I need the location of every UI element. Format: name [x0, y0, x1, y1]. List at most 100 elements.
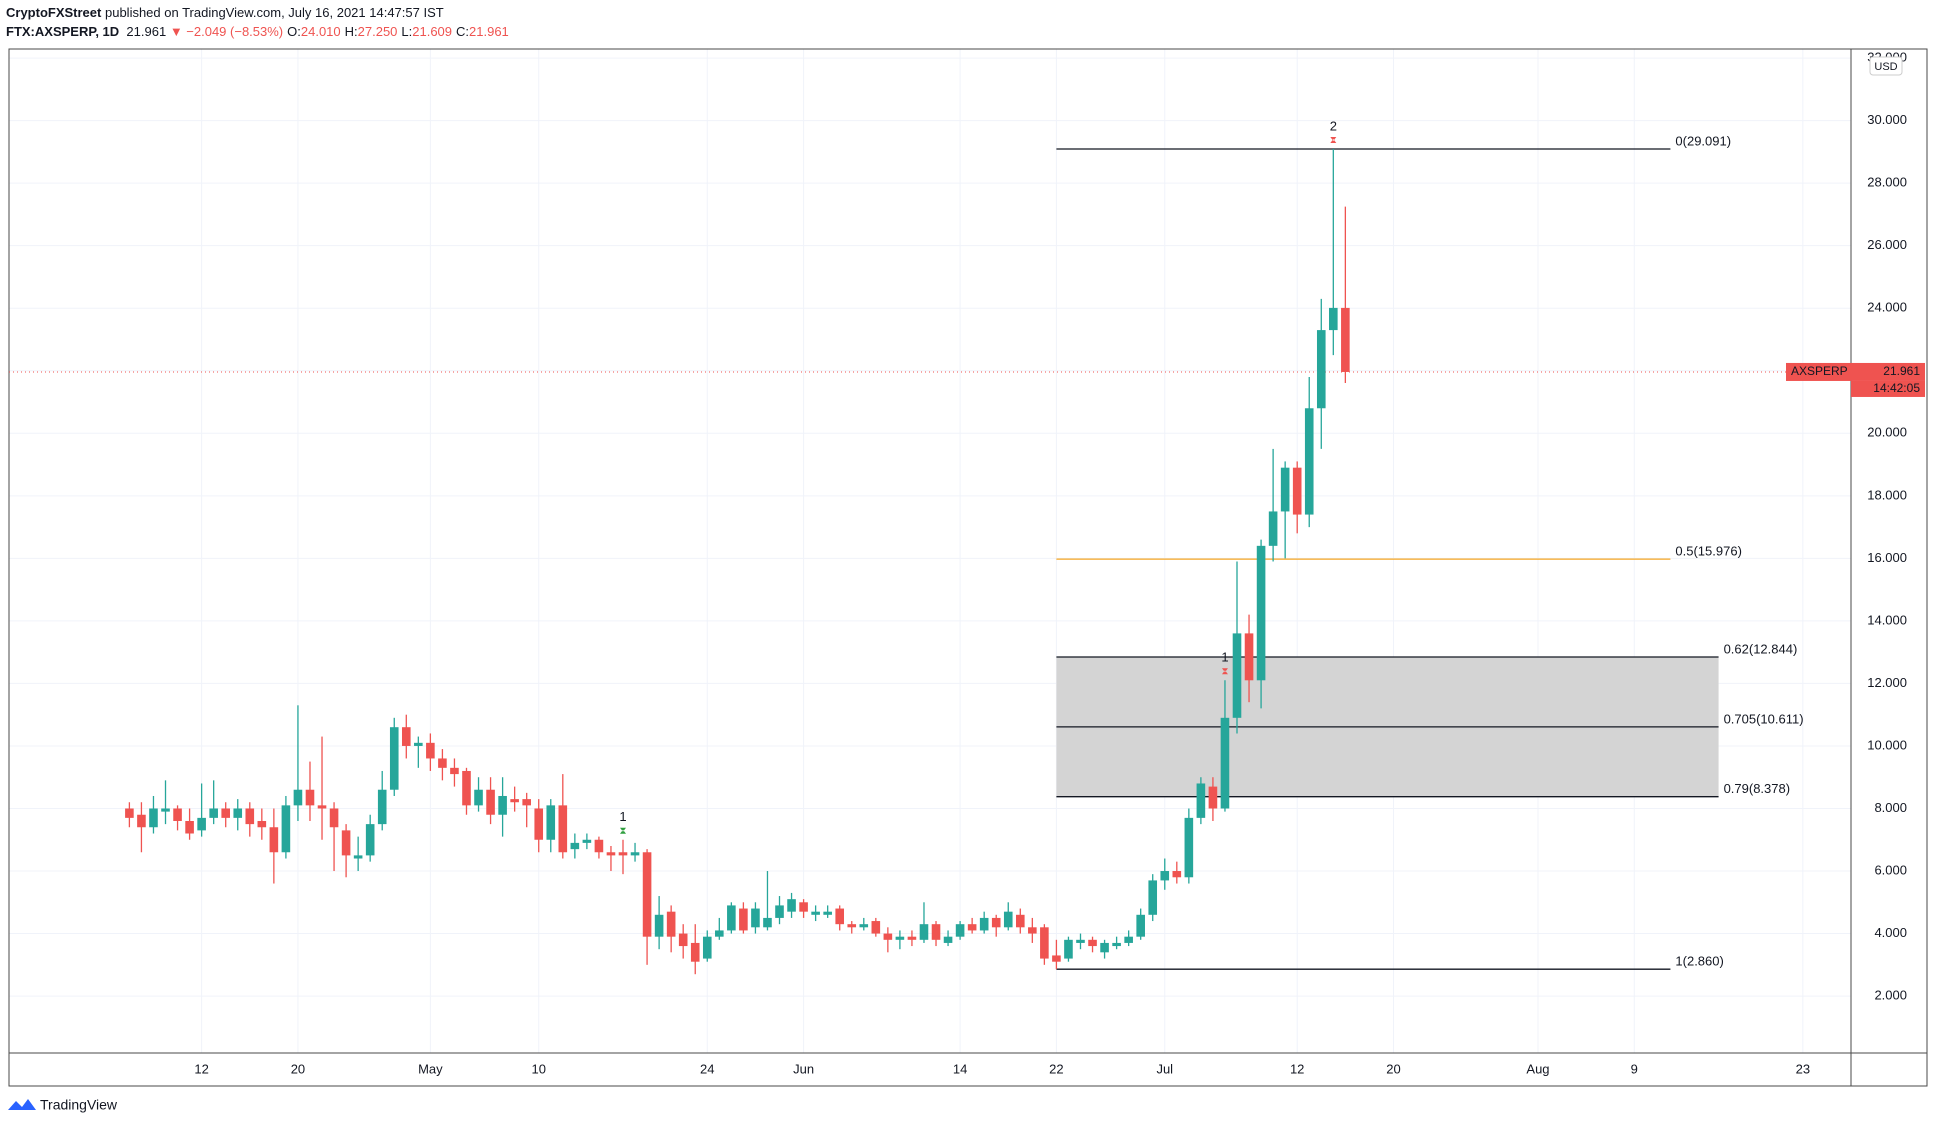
x-tick-label: 24: [700, 1061, 714, 1076]
candle-body: [185, 820, 194, 834]
candle-body: [979, 917, 989, 931]
x-tick-label: 12: [194, 1061, 208, 1076]
x-tick-label: May: [418, 1061, 443, 1076]
frame: [8, 48, 1928, 1087]
candle-body: [233, 808, 243, 818]
candle-body: [702, 936, 712, 959]
candle-body: [510, 799, 519, 803]
candle-body: [522, 799, 531, 806]
candle-body: [678, 933, 688, 947]
price-tag: [1786, 362, 1925, 381]
candle-body: [582, 839, 592, 843]
candle-body: [1160, 871, 1170, 881]
candle-body: [1040, 927, 1049, 959]
candle-body: [690, 942, 700, 962]
candle-body: [281, 805, 291, 853]
candle-body: [414, 742, 423, 746]
x-tick-label: Jul: [1156, 1061, 1173, 1076]
price-tag-symbol: AXSPERP: [1791, 364, 1848, 378]
fib-label: 0.5(15.976): [1675, 544, 1742, 559]
x-tick-label: 20: [291, 1061, 305, 1076]
y-tick-label: 28.000: [1867, 175, 1907, 190]
symbol: FTX:AXSPERP, 1D: [6, 24, 120, 39]
candle-body: [895, 936, 905, 940]
candle-body: [1341, 307, 1350, 372]
candle-body: [245, 808, 255, 825]
x-tick-label: 9: [1631, 1061, 1638, 1076]
marker-arrow: [1330, 137, 1337, 144]
candle-body: [787, 899, 796, 912]
y-tick-label: 18.000: [1867, 487, 1907, 502]
candle-body: [1268, 511, 1278, 546]
candle-body: [775, 905, 784, 918]
ohlc-key: O:: [287, 24, 301, 39]
fib-label: 0.79(8.378): [1724, 781, 1791, 796]
candle-body: [835, 908, 845, 925]
candle-body: [1292, 467, 1302, 515]
candle-body: [365, 824, 375, 856]
y-tick-label: 10.000: [1867, 737, 1907, 752]
candle-body: [401, 727, 411, 746]
candle-body: [389, 727, 399, 790]
candle-body: [931, 924, 941, 940]
currency-box: [1869, 56, 1903, 76]
candle-body: [955, 924, 965, 937]
candle-body: [293, 789, 303, 806]
header-line: CryptoFXStreet published on TradingView.…: [6, 5, 444, 20]
publisher: CryptoFXStreet: [6, 5, 102, 20]
candle-body: [1172, 871, 1182, 878]
candle-body: [269, 827, 279, 853]
candle-body: [329, 808, 339, 828]
fib-label: 0.62(12.844): [1724, 641, 1798, 656]
brand-logo: [8, 1099, 36, 1110]
candle-body: [606, 852, 616, 856]
candle-body: [594, 839, 604, 853]
ohlc-value: 21.609: [412, 24, 453, 39]
candle-body: [715, 930, 724, 937]
candle-body: [1064, 939, 1073, 959]
candle-body: [1088, 939, 1097, 947]
candle-body: [967, 924, 977, 931]
candle-body: [570, 842, 580, 850]
candle-body: [799, 902, 808, 912]
price-tag-value: 21.961: [1883, 364, 1920, 378]
candle-body: [1244, 633, 1254, 681]
candle-body: [991, 917, 1001, 928]
y-tick-label: 16.000: [1867, 550, 1907, 565]
brand: TradingView: [40, 1097, 118, 1113]
fib-label: 1(2.860): [1675, 954, 1723, 969]
ohlc-value: 24.010: [300, 24, 341, 39]
change: ▼ −2.049 (−8.53%): [169, 24, 284, 39]
candle-body: [919, 924, 929, 940]
y-tick-label: 20.000: [1867, 425, 1907, 440]
candle-body: [1052, 955, 1061, 962]
candle-body: [377, 789, 387, 825]
candle-body: [1304, 408, 1314, 515]
x-tick-label: Jun: [793, 1061, 814, 1076]
candle-body: [666, 911, 676, 937]
ohlc-key: C:: [456, 24, 470, 39]
candle-body: [1124, 936, 1133, 943]
candle-body: [149, 808, 158, 828]
candle-body: [438, 758, 447, 768]
candle-body: [1329, 307, 1338, 331]
header-line: FTX:AXSPERP, 1D 21.961 ▼ −2.049 (−8.53%)…: [6, 24, 509, 39]
ohlc-value: 21.961: [469, 24, 509, 39]
x-tick-label: 20: [1386, 1061, 1400, 1076]
candle-body: [173, 808, 182, 821]
published: published on TradingView.com, July 16, 2…: [104, 5, 444, 20]
candle-body: [257, 820, 267, 828]
candle-body: [1100, 942, 1109, 953]
candle-body: [1184, 817, 1194, 878]
candle-body: [305, 789, 315, 806]
candle-body: [1015, 914, 1025, 928]
candle-body: [859, 924, 869, 928]
candle-body: [426, 742, 435, 759]
candle-body: [1112, 942, 1121, 947]
candle-body: [1028, 927, 1037, 934]
y-tick-label: 14.000: [1867, 612, 1907, 627]
candle-body: [642, 852, 652, 937]
candle-body: [751, 908, 760, 928]
candle-body: [462, 770, 471, 806]
